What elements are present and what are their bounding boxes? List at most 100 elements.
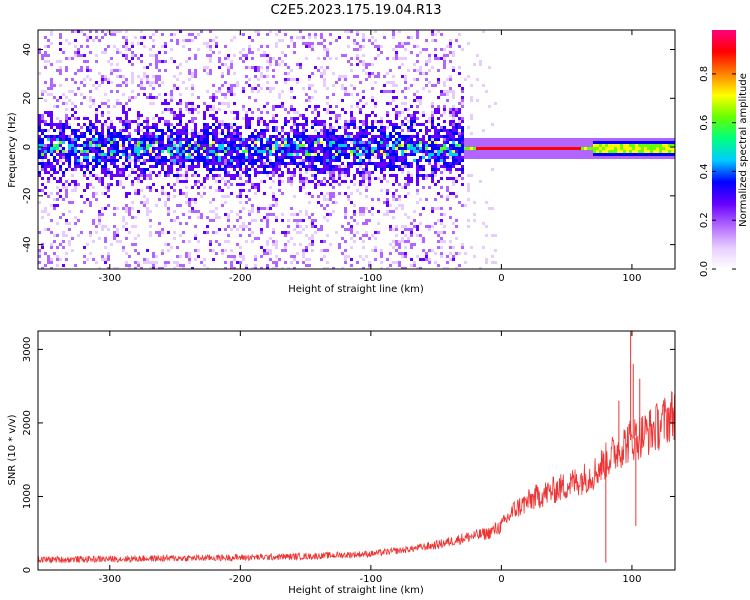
heatmap-cell [317, 111, 320, 114]
heatmap-cell [227, 153, 230, 156]
heatmap-cell [191, 39, 194, 42]
heatmap-cell [419, 150, 422, 153]
heatmap-cell [230, 249, 233, 252]
heatmap-cell [206, 45, 209, 48]
heatmap-cell [407, 174, 410, 177]
heatmap-cell [662, 141, 665, 144]
heatmap-cell [101, 147, 104, 150]
heatmap-cell [434, 222, 437, 225]
heatmap-cell [332, 267, 335, 269]
heatmap-cell [380, 132, 383, 135]
heatmap-cell [416, 189, 419, 192]
heatmap-cell [302, 153, 305, 156]
heatmap-cell [290, 261, 293, 264]
heatmap-cell [53, 150, 56, 153]
heatmap-cell [449, 153, 452, 156]
heatmap-cell [653, 156, 656, 159]
heatmap-cell [413, 210, 416, 213]
heatmap-cell [131, 243, 134, 246]
heatmap-cell [116, 228, 119, 231]
heatmap-cell [395, 198, 398, 201]
heatmap-cell [125, 84, 128, 87]
heatmap-cell [434, 153, 437, 156]
heatmap-cell [215, 117, 218, 120]
heatmap-cell [326, 144, 329, 147]
heatmap-cell [227, 132, 230, 135]
heatmap-cell [197, 48, 200, 51]
heatmap-cell [68, 162, 71, 165]
heatmap-cell [485, 138, 488, 141]
heatmap-cell [164, 156, 167, 159]
heatmap-cell [413, 78, 416, 81]
heatmap-cell [122, 141, 125, 144]
heatmap-cell [188, 153, 191, 156]
heatmap-cell [404, 183, 407, 186]
heatmap-cell [59, 69, 62, 72]
heatmap-cell [212, 198, 215, 201]
heatmap-cell [227, 66, 230, 69]
heatmap-cell [107, 111, 110, 114]
heatmap-cell [338, 177, 341, 180]
heatmap-cell [392, 96, 395, 99]
heatmap-cell [326, 168, 329, 171]
heatmap-cell [449, 192, 452, 195]
heatmap-cell [119, 30, 122, 33]
heatmap-cell [170, 111, 173, 114]
heatmap-cell [326, 198, 329, 201]
heatmap-cell [41, 153, 44, 156]
heatmap-cell [599, 144, 602, 147]
heatmap-cell [194, 69, 197, 72]
heatmap-cell [92, 123, 95, 126]
heatmap-cell [182, 213, 185, 216]
heatmap-cell [47, 123, 50, 126]
heatmap-cell [236, 150, 239, 153]
heatmap-cell [65, 150, 68, 153]
heatmap-cell [128, 207, 131, 210]
heatmap-cell [401, 129, 404, 132]
heatmap-cell [527, 153, 530, 156]
heatmap-cell [110, 90, 113, 93]
heatmap-cell [275, 267, 278, 269]
heatmap-cell [425, 126, 428, 129]
heatmap-cell [185, 156, 188, 159]
heatmap-cell [278, 165, 281, 168]
heatmap-cell [296, 261, 299, 264]
heatmap-cell [218, 216, 221, 219]
heatmap-cell [167, 147, 170, 150]
heatmap-cell [173, 144, 176, 147]
heatmap-cell [377, 144, 380, 147]
heatmap-cell [647, 141, 650, 144]
heatmap-cell [614, 156, 617, 159]
heatmap-cell [44, 90, 47, 93]
heatmap-cell [296, 78, 299, 81]
heatmap-cell [284, 117, 287, 120]
heatmap-cell [293, 195, 296, 198]
heatmap-cell [395, 138, 398, 141]
heatmap-cell [356, 150, 359, 153]
heatmap-cell [467, 219, 470, 222]
heatmap-cell [107, 171, 110, 174]
heatmap-cell [239, 216, 242, 219]
heatmap-cell [614, 150, 617, 153]
heatmap-cell [428, 174, 431, 177]
heatmap-cell [416, 33, 419, 36]
heatmap-cell [284, 246, 287, 249]
heatmap-cell [257, 120, 260, 123]
heatmap-cell [437, 159, 440, 162]
heatmap-cell [98, 141, 101, 144]
heatmap-cell [440, 57, 443, 60]
heatmap-cell [668, 138, 671, 141]
heatmap-cell [377, 165, 380, 168]
heatmap-cell [152, 102, 155, 105]
heatmap-cell [269, 252, 272, 255]
heatmap-cell [203, 144, 206, 147]
heatmap-cell [380, 90, 383, 93]
heatmap-cell [53, 156, 56, 159]
heatmap-cell [473, 219, 476, 222]
heatmap-cell [371, 153, 374, 156]
heatmap-cell [38, 138, 41, 141]
heatmap-cell [422, 150, 425, 153]
heatmap-cell [245, 159, 248, 162]
heatmap-cell [242, 33, 245, 36]
heatmap-cell [149, 36, 152, 39]
